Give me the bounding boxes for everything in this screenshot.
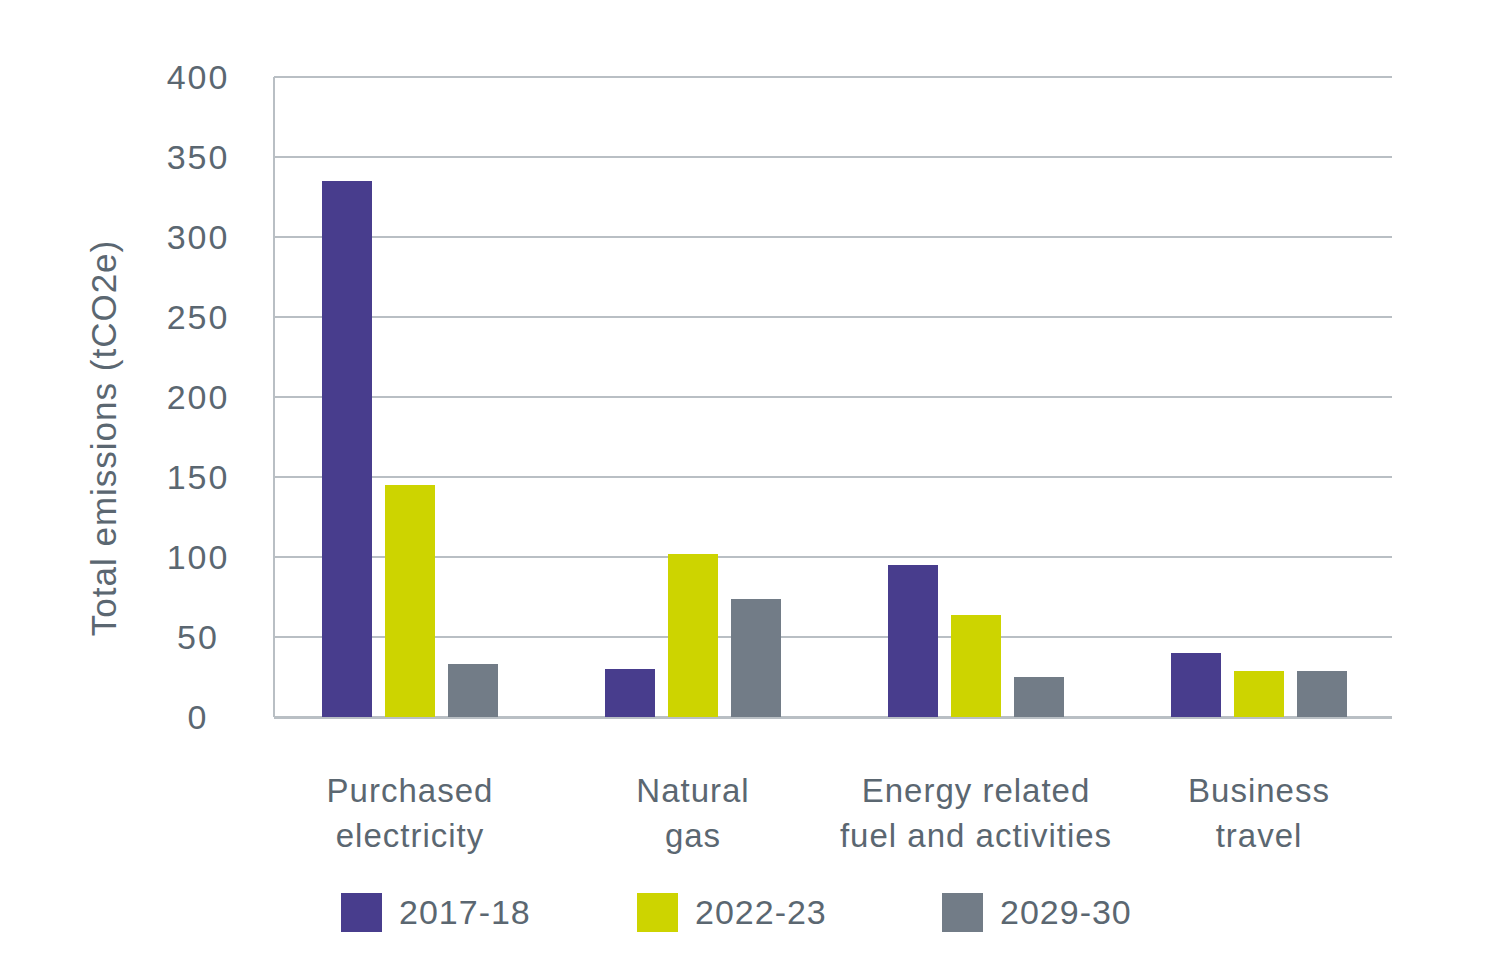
legend-item-2017-18: 2017-18: [341, 891, 531, 933]
y-tick-label: 400: [133, 57, 263, 97]
legend-swatch: [637, 893, 678, 932]
bar-2017-18-3: [1171, 653, 1221, 717]
y-tick-label: 150: [133, 457, 263, 497]
bar-2017-18-0: [322, 181, 372, 717]
legend-label: 2022-23: [695, 893, 827, 932]
gridline: [274, 396, 1392, 398]
gridline: [274, 156, 1392, 158]
y-tick-label: 250: [133, 297, 263, 337]
y-tick-label: 0: [133, 697, 263, 737]
legend-label: 2029-30: [1000, 893, 1132, 932]
x-category-label: Businesstravel: [1079, 768, 1439, 858]
bar-2029-30-3: [1297, 671, 1347, 717]
bar-2022-23-2: [951, 615, 1001, 717]
gridline: [274, 76, 1392, 78]
plot-area: [274, 77, 1392, 717]
legend-swatch: [942, 893, 983, 932]
y-tick-label: 50: [133, 617, 263, 657]
bar-2029-30-1: [731, 599, 781, 717]
y-tick-label: 300: [133, 217, 263, 257]
y-tick-label: 200: [133, 377, 263, 417]
x-axis-line: [274, 716, 1392, 719]
gridline: [274, 636, 1392, 638]
gridline: [274, 316, 1392, 318]
bar-2029-30-0: [448, 664, 498, 717]
y-axis-title: Total emissions (tCO2e): [84, 240, 124, 636]
bar-2022-23-0: [385, 485, 435, 717]
legend-item-2022-23: 2022-23: [637, 891, 827, 933]
gridline: [274, 476, 1392, 478]
legend-item-2029-30: 2029-30: [942, 891, 1132, 933]
bar-2022-23-3: [1234, 671, 1284, 717]
y-tick-label: 100: [133, 537, 263, 577]
emissions-bar-chart: Total emissions (tCO2e) 0 50 100 150 200 250 3…: [0, 0, 1501, 977]
y-tick-label: 350: [133, 137, 263, 177]
legend-swatch: [341, 893, 382, 932]
y-axis-line: [273, 77, 275, 717]
bar-2029-30-2: [1014, 677, 1064, 717]
bar-2022-23-1: [668, 554, 718, 717]
gridline: [274, 236, 1392, 238]
legend-label: 2017-18: [399, 893, 531, 932]
bar-2017-18-1: [605, 669, 655, 717]
bar-2017-18-2: [888, 565, 938, 717]
gridline: [274, 556, 1392, 558]
